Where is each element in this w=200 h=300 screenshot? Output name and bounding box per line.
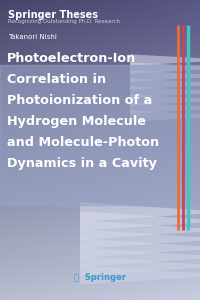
Polygon shape [80,238,200,258]
Polygon shape [130,86,200,98]
Polygon shape [130,54,200,66]
Polygon shape [130,62,200,74]
Text: Ⓢ  Springer: Ⓢ Springer [74,273,126,282]
Text: Hydrogen Molecule: Hydrogen Molecule [7,115,146,128]
Text: Correlation in: Correlation in [7,73,106,86]
Polygon shape [80,247,200,267]
Text: and Molecule-Photon: and Molecule-Photon [7,136,159,149]
Polygon shape [80,220,200,240]
Polygon shape [130,78,200,90]
Text: Photoionization of a: Photoionization of a [7,94,152,107]
Bar [0,65,200,205]
Polygon shape [80,202,200,222]
Polygon shape [80,229,200,249]
Text: Springer Theses: Springer Theses [8,10,98,20]
Polygon shape [130,110,200,122]
Polygon shape [130,94,200,106]
Polygon shape [130,102,200,114]
Polygon shape [80,211,200,231]
Text: Dynamics in a Cavity: Dynamics in a Cavity [7,157,157,170]
Polygon shape [80,265,200,285]
Text: Takanori Nishi: Takanori Nishi [8,34,57,40]
Polygon shape [130,70,200,82]
Text: Photoelectron-Ion: Photoelectron-Ion [7,52,136,65]
Text: Recognizing Outstanding Ph.D. Research: Recognizing Outstanding Ph.D. Research [8,19,120,24]
Polygon shape [80,256,200,276]
